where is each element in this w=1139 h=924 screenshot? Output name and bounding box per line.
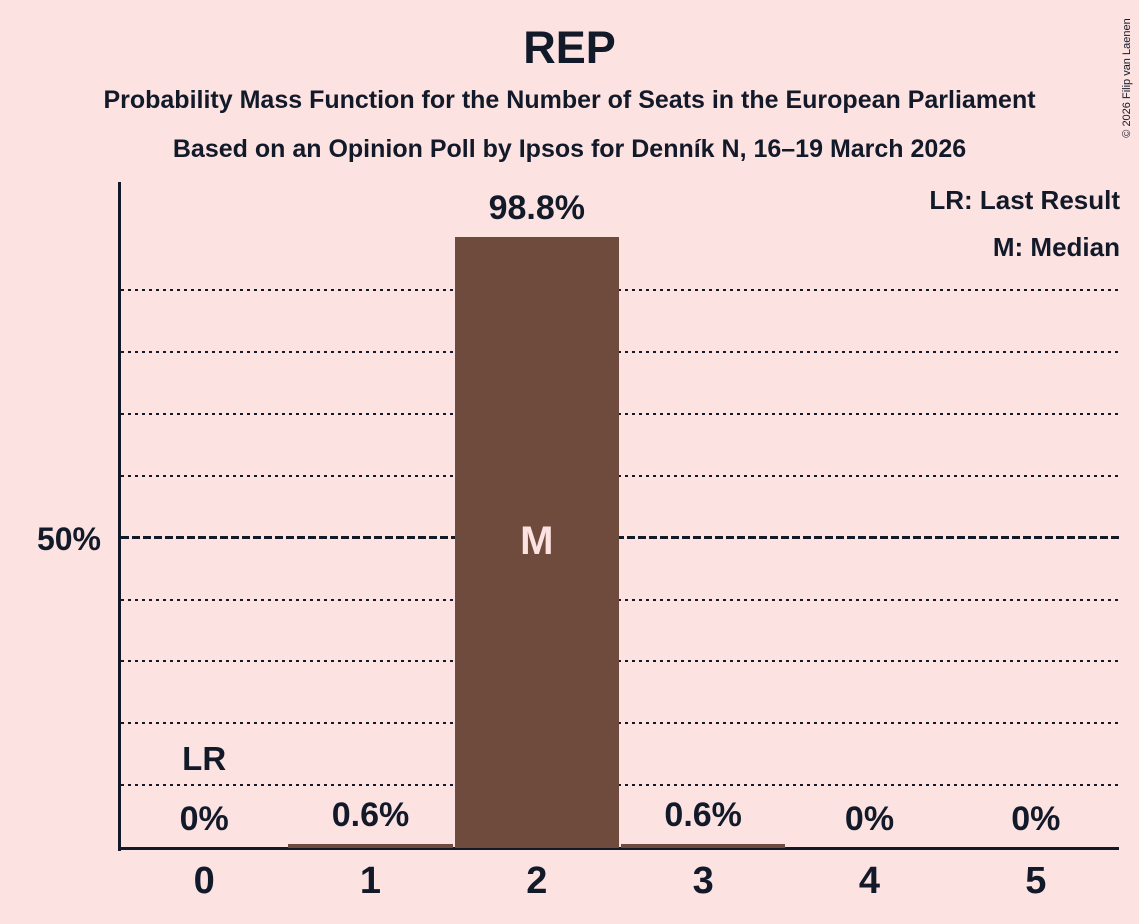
legend-median: M: Median: [992, 232, 1120, 262]
median-marker: M: [520, 518, 554, 563]
gridline-90pct: [121, 289, 1119, 292]
bar-value-label-seats-2: 98.8%: [488, 189, 586, 228]
legend-last-result: LR: Last Result: [929, 185, 1120, 215]
bar-value-label-seats-3: 0.6%: [664, 796, 742, 835]
gridline-40pct: [121, 598, 1119, 601]
last-result-marker: LR: [182, 740, 227, 777]
gridline-50pct: [121, 535, 1119, 539]
bar-seats-3: [621, 844, 786, 848]
bar-value-label-seats-1: 0.6%: [331, 796, 410, 835]
x-axis-tick-label-0: 0: [193, 860, 215, 902]
bar-value-label-seats-0: 0%: [179, 800, 229, 838]
x-axis-line: [118, 847, 1119, 850]
gridline-20pct: [121, 722, 1119, 725]
x-axis-tick-label-4: 4: [858, 860, 881, 902]
gridline-10pct: [121, 784, 1119, 787]
y-axis-tick-label: 50%: [36, 520, 101, 557]
gridline-70pct: [121, 413, 1119, 416]
gridline-60pct: [121, 474, 1119, 477]
x-axis-tick-label-1: 1: [359, 860, 382, 902]
plot-area: 50% 0% LR 0 0.6% 1 98.8% M 2 0.6% 3 0% 4 0% 5: [37, 182, 1119, 900]
bar-value-label-seats-5: 0%: [1011, 800, 1061, 838]
chart-title: REP: [523, 22, 616, 73]
x-axis-tick-label-5: 5: [1025, 860, 1047, 902]
x-axis-tick-label-3: 3: [692, 860, 714, 902]
bar-seats-1: [288, 844, 453, 848]
bar-value-label-seats-4: 0%: [844, 800, 895, 838]
gridline-80pct: [121, 351, 1119, 354]
x-axis-tick-label-2: 2: [526, 860, 548, 902]
chart-subtitle-line2: Based on an Opinion Poll by Ipsos for De…: [172, 135, 967, 163]
chart-subtitle-line1: Probability Mass Function for the Number…: [103, 86, 1036, 114]
y-axis-line: [118, 182, 121, 851]
copyright-notice: © 2026 Filip van Laenen: [1121, 18, 1133, 138]
bar-seats-2: [454, 237, 619, 848]
gridline-30pct: [121, 660, 1119, 663]
